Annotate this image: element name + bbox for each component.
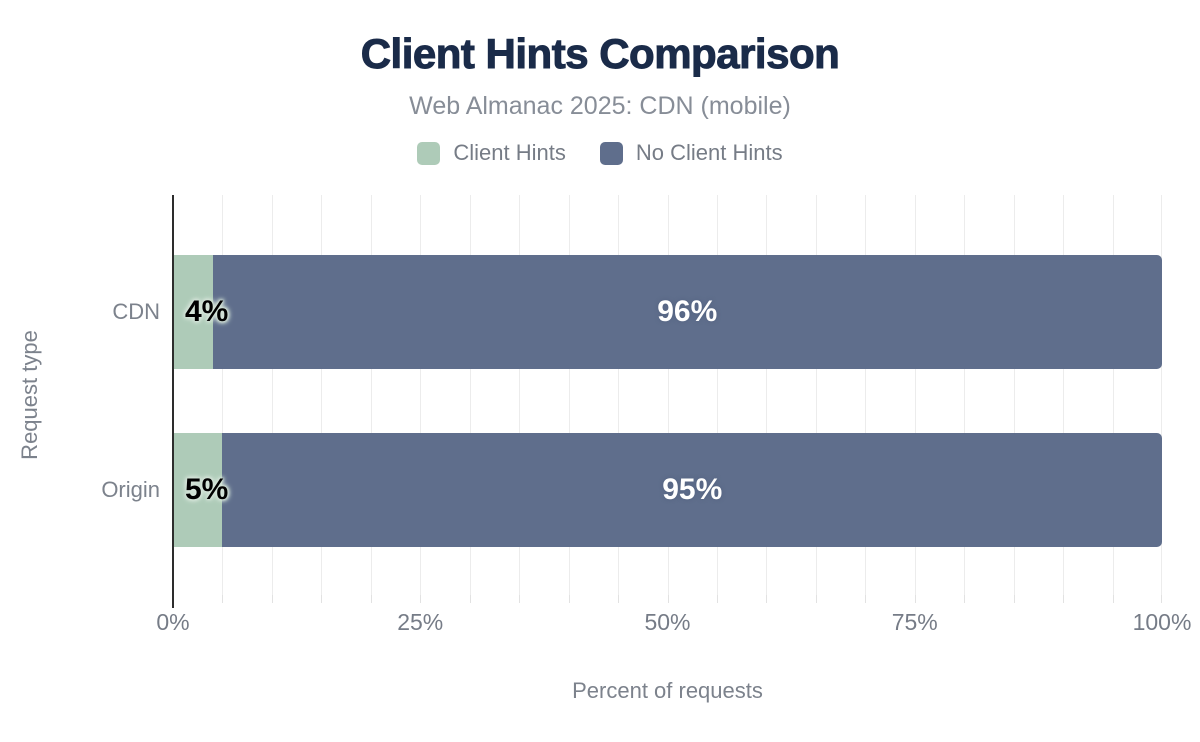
legend-label: No Client Hints: [635, 140, 783, 165]
chart-subtitle: Web Almanac 2025: CDN (mobile): [409, 92, 791, 120]
y-axis-title: Request type: [17, 330, 42, 460]
legend-swatch-client-hints-icon: [417, 141, 441, 165]
legend-label: Client Hints: [453, 140, 566, 165]
x-axis-title: Percent of requests: [572, 678, 763, 703]
category-label-origin: Origin: [101, 477, 160, 502]
x-tick-label: 25%: [397, 609, 444, 635]
plot-area: 4% 96% 5% 95%: [173, 195, 1162, 595]
data-label-cdn-client-hints: 4%: [185, 295, 229, 328]
data-label-cdn-no-client-hints: 96%: [657, 295, 718, 328]
bar-row-origin: 5% 95%: [173, 433, 1162, 547]
data-label-origin-no-client-hints: 95%: [662, 473, 723, 506]
category-label-cdn: CDN: [112, 299, 160, 324]
x-axis-tick-labels: 0% 25% 50% 75% 100%: [156, 609, 1191, 635]
bar-segment-cdn-client-hints: [173, 255, 213, 369]
y-axis-line: [172, 195, 174, 608]
legend-item-no-client-hints: No Client Hints: [599, 140, 783, 166]
bar-segment-cdn-no-client-hints: [212, 255, 1162, 369]
legend-item-client-hints: Client Hints: [417, 140, 566, 166]
x-tick-label: 100%: [1132, 609, 1192, 635]
x-tick-label: 50%: [644, 609, 691, 635]
x-tick-label: 75%: [891, 609, 938, 635]
x-tick-label: 0%: [156, 609, 190, 635]
chart-title: Client Hints Comparison: [360, 30, 840, 78]
bar-segment-origin-client-hints: [173, 433, 223, 547]
legend-swatch-no-client-hints-icon: [599, 141, 623, 165]
x-axis-ticks: [173, 595, 1162, 603]
data-label-origin-client-hints: 5%: [185, 473, 229, 506]
bar-segment-origin-no-client-hints: [222, 433, 1162, 547]
legend: Client Hints No Client Hints: [0, 140, 1200, 166]
bar-row-cdn: 4% 96%: [173, 255, 1162, 369]
